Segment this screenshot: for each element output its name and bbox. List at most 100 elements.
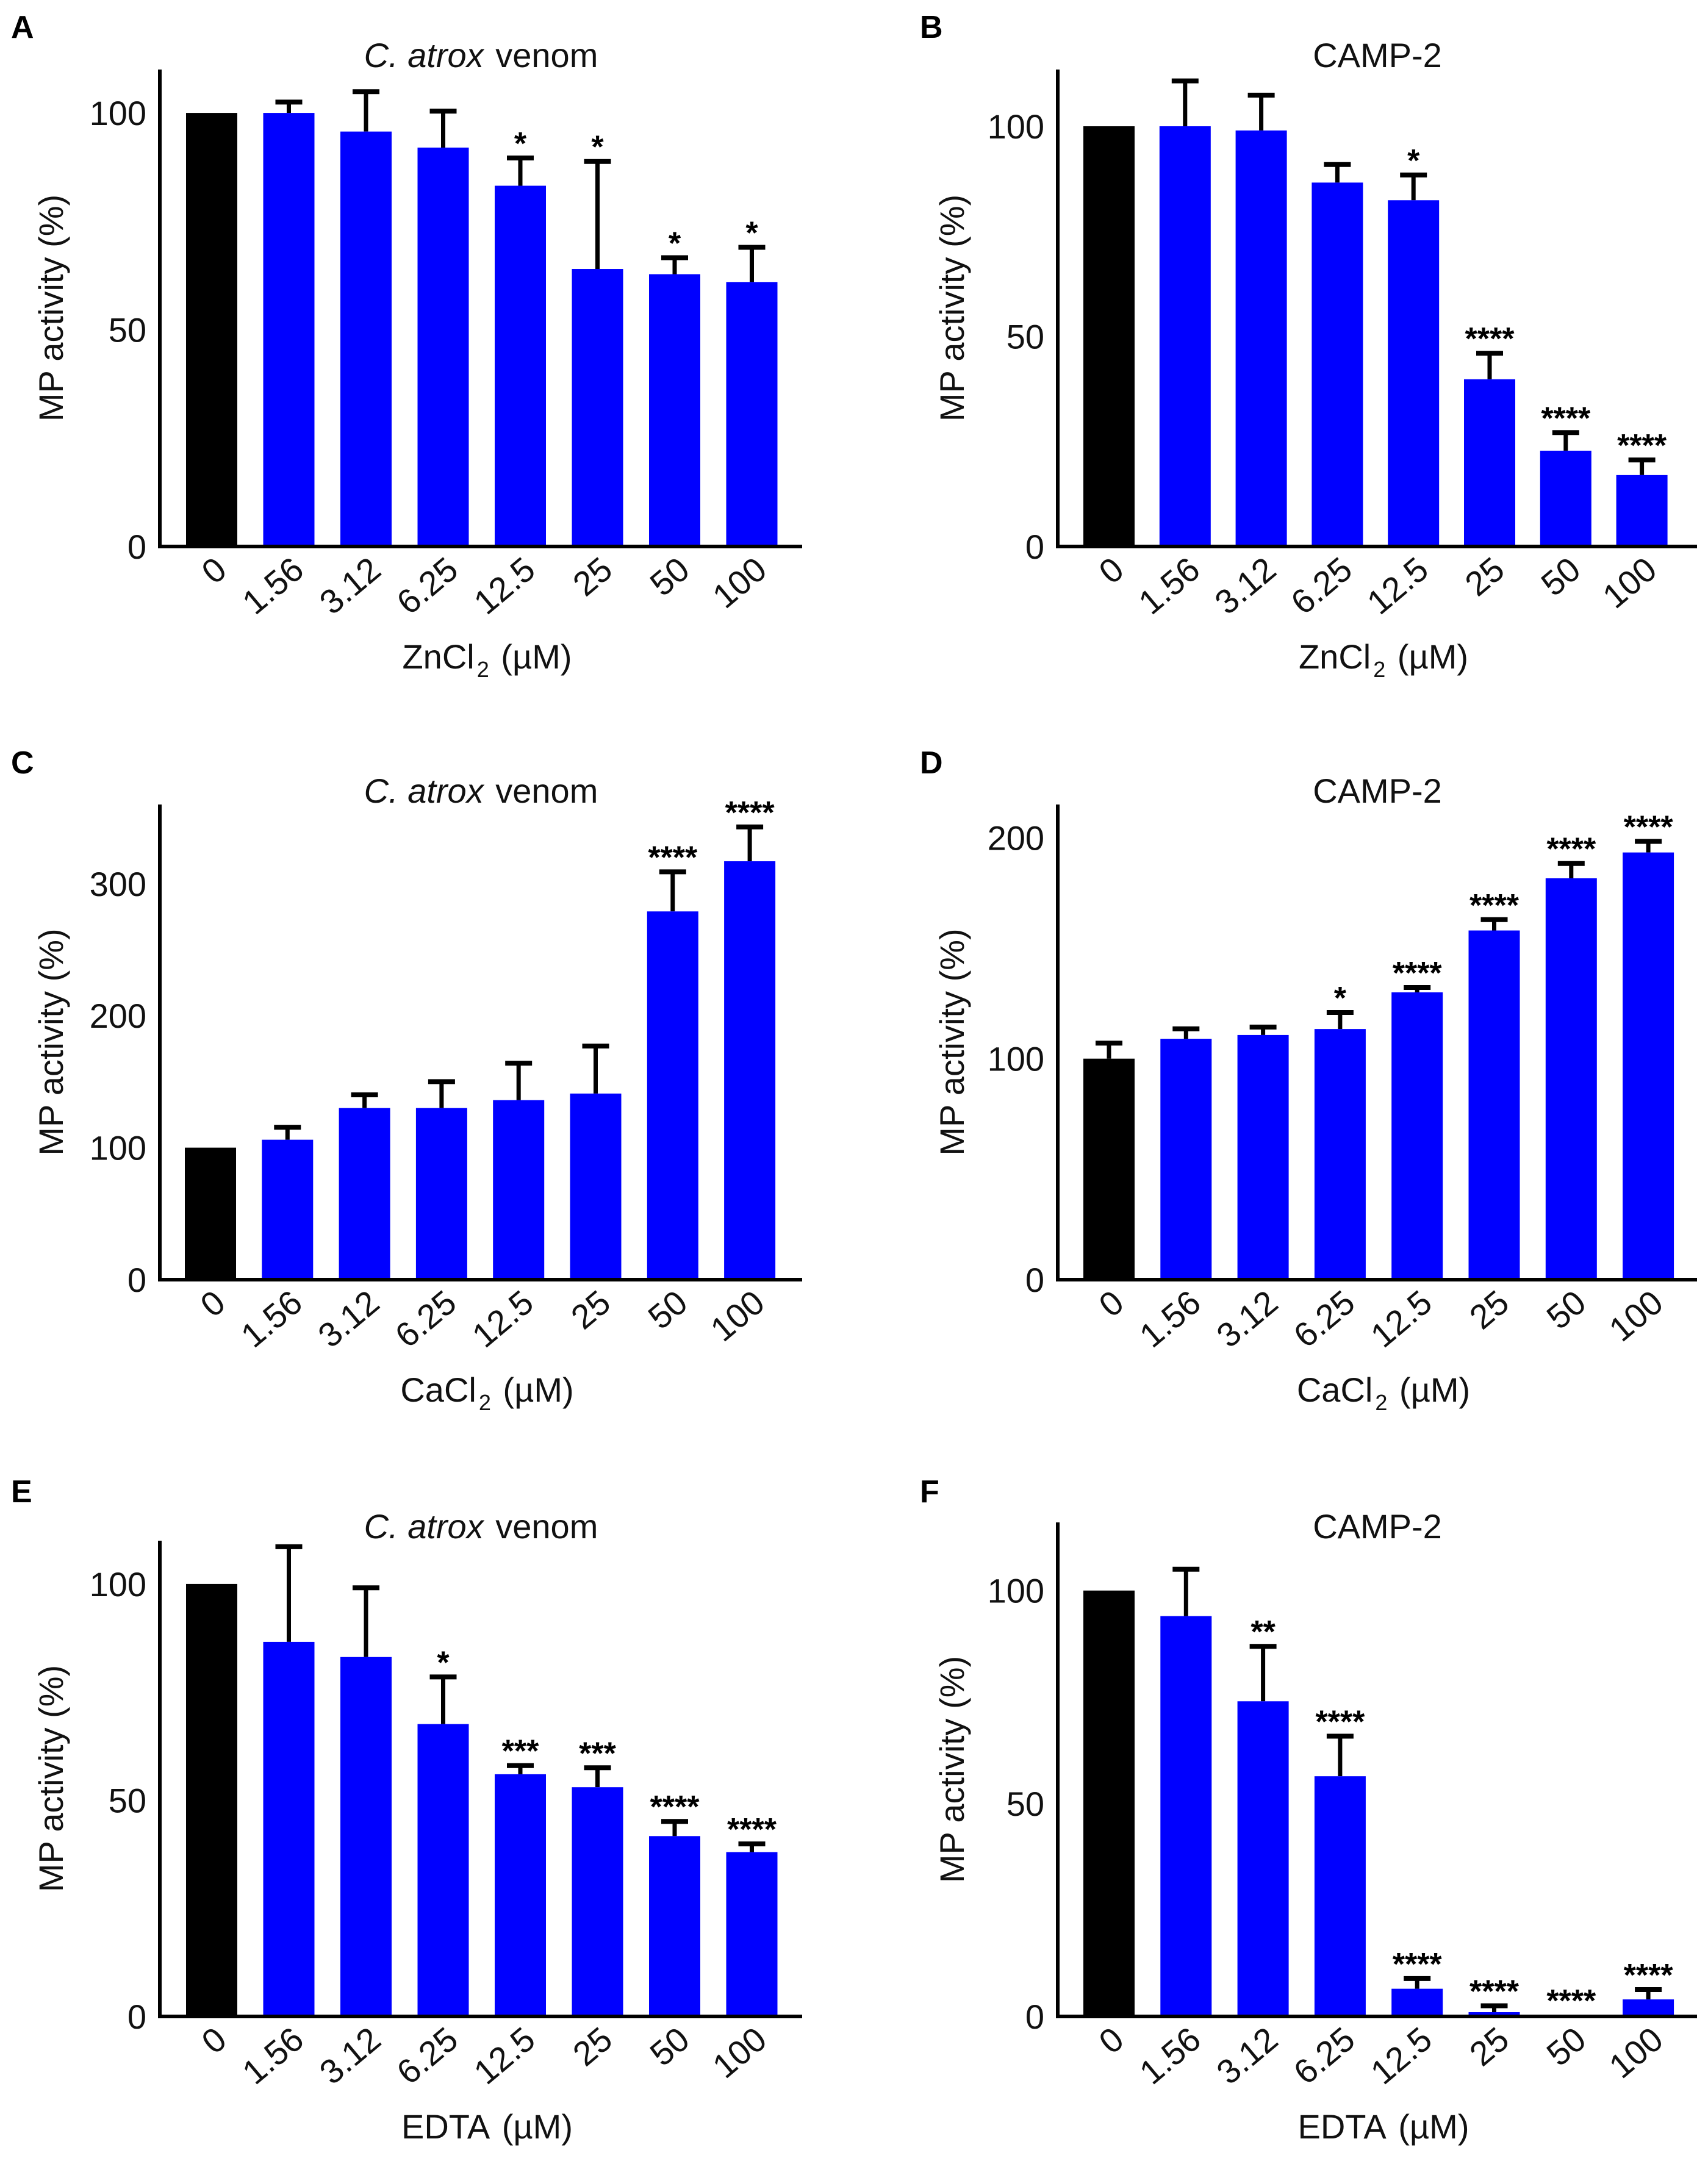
x-tick-label: 25 [564,1283,617,1336]
x-tick-label: 1.56 [235,550,310,622]
x-tick-label: 50 [1539,2019,1593,2073]
x-tick-label: 3.12 [1209,1283,1285,1355]
significance-marker: **** [1624,1958,1674,1993]
bar-0 [1083,1590,1135,2016]
bar-1.56 [1160,1039,1212,1280]
xlabel-subscript: 2 [479,1390,491,1415]
y-tick-label: 100 [90,94,146,132]
x-tick-label: 6.25 [389,2019,465,2091]
significance-marker: **** [1469,1974,1520,2010]
significance-marker: **** [1546,832,1596,867]
title-rest: CAMP-2 [1313,36,1442,74]
x-tick-label: 100 [1602,1283,1670,1349]
bar-6.25 [1312,182,1363,547]
panel-letter: D [920,745,943,781]
x-tick-label: 25 [565,550,619,603]
bar-50 [647,911,698,1280]
significance-marker: **** [1393,956,1443,991]
x-tick-label: 25 [1462,2019,1516,2073]
xlabel-main: CaCl [400,1371,476,1409]
xlabel-unit: (µM) [1389,2107,1469,2146]
y-axis-label: MP activity (%) [32,928,70,1155]
y-tick-label: 200 [90,997,146,1035]
bar-100 [1623,1999,1674,2016]
bar-25 [570,1093,622,1280]
x-tick-label: 12.5 [1363,2019,1439,2091]
significance-marker: **** [1617,428,1667,464]
significance-marker: **** [1469,888,1520,923]
x-tick-label: 100 [705,550,773,615]
x-tick-label: 3.12 [312,2019,388,2091]
bar-50 [1545,878,1597,1280]
significance-marker: **** [1546,1984,1596,2019]
xlabel-unit: (µM) [492,637,572,676]
bar-100 [726,1852,778,2016]
x-tick-label: 100 [705,2019,773,2085]
bar-1.56 [262,1139,314,1280]
x-tick-label: 50 [1534,550,1587,603]
bar-12.5 [1388,200,1440,547]
xlabel-subscript: 2 [1375,1390,1387,1415]
bar-25 [1464,379,1515,547]
y-tick-label: 300 [90,865,146,903]
title-rest: venom [486,1507,598,1546]
x-tick-label: 3.12 [1209,2019,1285,2091]
bar-100 [1616,475,1668,547]
panel-letter: E [11,1474,32,1510]
bar-12.5 [1391,992,1443,1280]
significance-marker: * [514,126,527,162]
y-tick-label: 200 [988,819,1044,857]
significance-marker: * [437,1645,450,1680]
x-tick-label: 3.12 [312,550,388,622]
bar-0 [185,1147,236,1280]
title-rest: venom [486,772,598,810]
bar-6.25 [417,147,469,547]
x-tick-label: 12.5 [465,1283,540,1355]
x-tick-label: 50 [642,550,696,603]
x-tick-label: 6.25 [1286,1283,1362,1355]
significance-marker: * [591,130,604,165]
significance-marker: **** [1624,810,1674,845]
x-tick-label: 6.25 [389,550,465,622]
significance-marker: * [1407,143,1420,179]
bar-3.12 [339,1108,390,1280]
bar-12.5 [493,1100,545,1280]
bar-3.12 [340,1657,392,2016]
x-tick-label: 3.12 [1207,550,1283,622]
bar-1.56 [1160,1616,1212,2016]
y-tick-label: 100 [988,1040,1044,1078]
xlabel-subscript: 2 [1373,657,1385,682]
x-tick-label: 6.25 [1283,550,1359,622]
bar-0 [186,113,237,547]
significance-marker: * [745,215,758,251]
x-tick-label: 50 [1539,1283,1593,1336]
x-tick-label: 12.5 [467,2019,542,2091]
bar-6.25 [1314,1776,1366,2016]
bar-50 [649,1836,700,2016]
x-tick-label: 12.5 [467,550,542,622]
significance-marker: **** [1465,321,1515,357]
title-italic: C. atrox [364,36,485,74]
bar-12.5 [495,1774,546,2016]
bar-0 [186,1583,237,2016]
bar-3.12 [1237,1034,1289,1280]
significance-marker: ** [1250,1614,1276,1650]
significance-marker: **** [725,795,775,831]
x-tick-label: 0 [1091,550,1130,591]
bar-25 [1468,930,1520,1280]
panel-letter: F [920,1474,939,1510]
title-rest: CAMP-2 [1313,1507,1442,1546]
xlabel-unit: (µM) [1390,1371,1470,1409]
panel-letter: B [920,10,943,45]
bar-100 [1623,852,1674,1280]
bar-25 [572,1787,623,2016]
xlabel-main: CaCl [1297,1371,1372,1409]
x-tick-label: 100 [1595,550,1663,615]
x-tick-label: 100 [703,1283,772,1349]
